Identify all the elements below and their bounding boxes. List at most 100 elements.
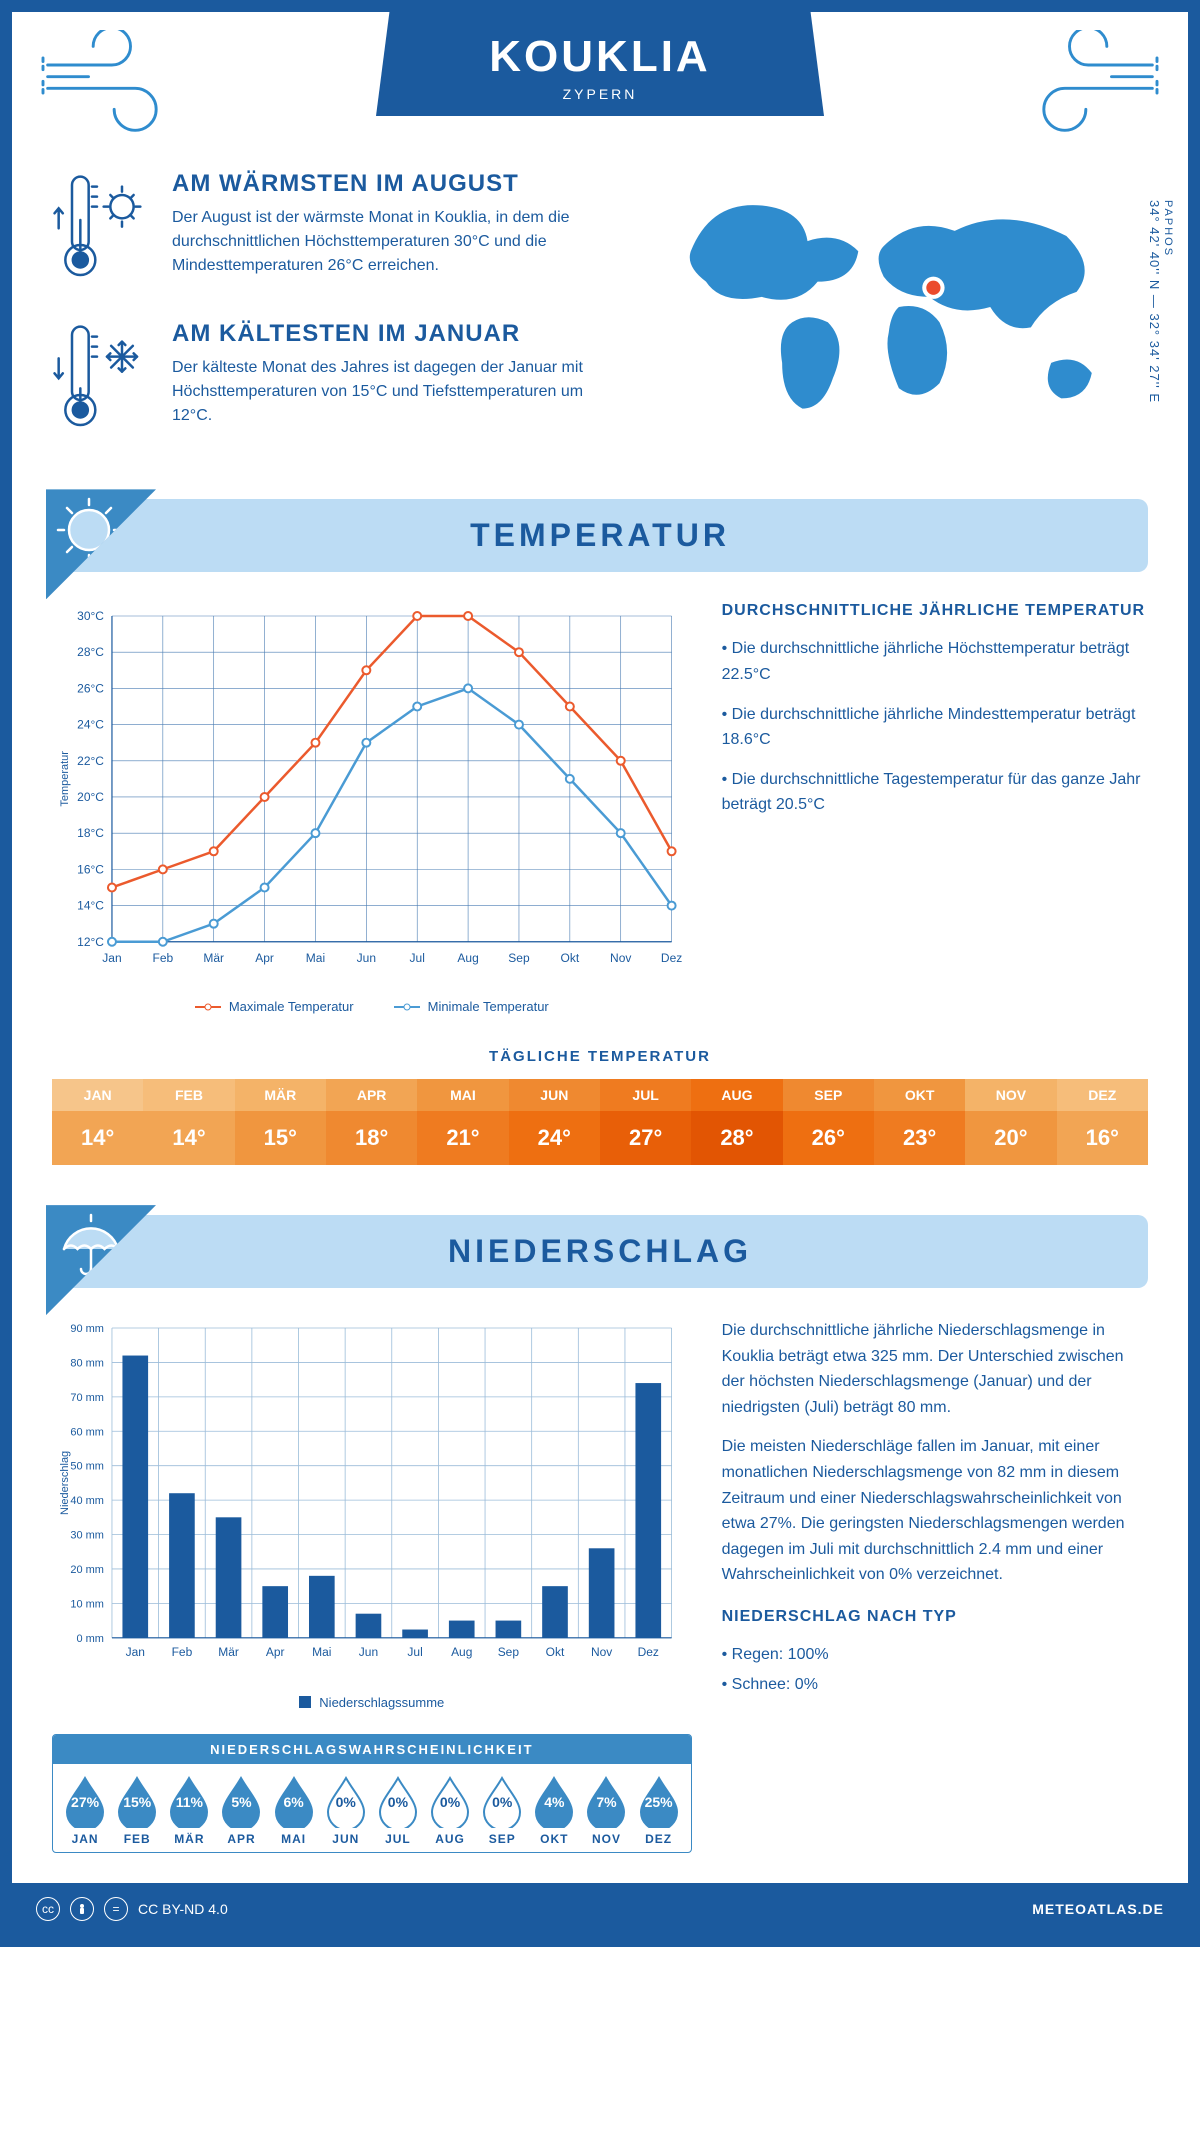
prob-drop: 0%JUN [320,1774,372,1846]
legend-max: Maximale Temperatur [195,999,354,1014]
warm-title: AM WÄRMSTEN IM AUGUST [172,170,610,198]
svg-text:Jan: Jan [102,951,121,965]
coords-value: 34° 42' 40'' N — 32° 34' 27'' E [1147,200,1162,403]
svg-text:50 mm: 50 mm [70,1461,104,1473]
avg-day-temp: • Die durchschnittliche Tagestemperatur … [722,767,1148,818]
svg-text:Aug: Aug [451,1645,472,1659]
precip-section-head: NIEDERSCHLAG [52,1215,1148,1288]
precip-para2: Die meisten Niederschläge fallen im Janu… [722,1434,1148,1588]
month-cell: FEB14° [143,1079,234,1165]
daily-temp-title: TÄGLICHE TEMPERATUR [52,1048,1148,1065]
warm-text: Der August ist der wärmste Monat in Kouk… [172,206,610,278]
world-map [640,170,1148,459]
svg-text:Nov: Nov [591,1645,612,1659]
precip-rain-pct: • Regen: 100% [722,1642,1148,1668]
avg-temp-title: DURCHSCHNITTLICHE JÄHRLICHE TEMPERATUR [722,602,1148,620]
svg-text:24°C: 24°C [77,718,104,732]
warm-block: AM WÄRMSTEN IM AUGUST Der August ist der… [52,170,610,292]
month-cell: APR18° [326,1079,417,1165]
svg-text:Okt: Okt [546,1645,565,1659]
region-label: PAPHOS [1162,200,1174,393]
avg-max-temp: • Die durchschnittliche jährliche Höchst… [722,636,1148,687]
svg-text:30°C: 30°C [77,609,104,623]
svg-text:18°C: 18°C [77,826,104,840]
precip-row: 0 mm10 mm20 mm30 mm40 mm50 mm60 mm70 mm8… [52,1318,1148,1853]
svg-text:Dez: Dez [661,951,682,965]
content: AM WÄRMSTEN IM AUGUST Der August ist der… [12,140,1188,1883]
title-banner: KOUKLIA ZYPERN [376,12,824,116]
nd-icon: = [104,1897,128,1921]
precip-legend: Niederschlagssumme [52,1695,692,1710]
prob-drop: 0%AUG [424,1774,476,1846]
prob-drop: 0%SEP [476,1774,528,1846]
temp-legend: Maximale Temperatur Minimale Temperatur [52,999,692,1014]
svg-text:Jun: Jun [359,1645,378,1659]
precip-title: NIEDERSCHLAG [52,1233,1148,1270]
svg-text:60 mm: 60 mm [70,1426,104,1438]
month-cell: MÄR15° [235,1079,326,1165]
site-name: METEOATLAS.DE [1032,1901,1164,1917]
footer: cc = CC BY-ND 4.0 METEOATLAS.DE [12,1883,1188,1935]
temperature-side-text: DURCHSCHNITTLICHE JÄHRLICHE TEMPERATUR •… [722,602,1148,1014]
month-cell: JUL27° [600,1079,691,1165]
svg-text:Dez: Dez [638,1645,659,1659]
month-cell: NOV20° [965,1079,1056,1165]
svg-text:Niederschlag: Niederschlag [59,1451,71,1515]
svg-text:28°C: 28°C [77,645,104,659]
svg-text:80 mm: 80 mm [70,1357,104,1369]
svg-text:26°C: 26°C [77,682,104,696]
svg-text:20 mm: 20 mm [70,1564,104,1576]
svg-text:Okt: Okt [561,951,580,965]
svg-text:Mär: Mär [218,1645,239,1659]
country-name: ZYPERN [376,86,824,102]
svg-text:Feb: Feb [172,1645,193,1659]
prob-drop: 15%FEB [111,1774,163,1846]
prob-drop: 4%OKT [528,1774,580,1846]
legend-min: Minimale Temperatur [394,999,549,1014]
coordinates: PAPHOS 34° 42' 40'' N — 32° 34' 27'' E [1147,200,1174,403]
svg-text:Sep: Sep [508,951,530,965]
prob-drop: 6%MAI [268,1774,320,1846]
svg-text:Mär: Mär [203,951,224,965]
prob-drop: 0%JUL [372,1774,424,1846]
month-cell: AUG28° [691,1079,782,1165]
thermometer-sun-icon [52,170,152,292]
prob-drop: 27%JAN [59,1774,111,1846]
precip-para1: Die durchschnittliche jährliche Niedersc… [722,1318,1148,1420]
svg-text:Temperatur: Temperatur [59,751,71,807]
svg-text:16°C: 16°C [77,863,104,877]
temperature-section-head: TEMPERATUR [52,499,1148,572]
month-cell: JAN14° [52,1079,143,1165]
svg-text:Nov: Nov [610,951,631,965]
avg-min-temp: • Die durchschnittliche jährliche Mindes… [722,702,1148,753]
temperature-row: 12°C14°C16°C18°C20°C22°C24°C26°C28°C30°C… [52,602,1148,1014]
daily-temp-strip: JAN14°FEB14°MÄR15°APR18°MAI21°JUN24°JUL2… [52,1079,1148,1165]
precip-type-title: NIEDERSCHLAG NACH TYP [722,1608,1148,1626]
temperature-title: TEMPERATUR [52,517,1148,554]
svg-text:Apr: Apr [266,1645,285,1659]
svg-text:20°C: 20°C [77,790,104,804]
legend-max-label: Maximale Temperatur [229,999,354,1014]
by-icon [70,1897,94,1921]
license-block: cc = CC BY-ND 4.0 [36,1897,228,1921]
svg-text:70 mm: 70 mm [70,1392,104,1404]
prob-drop: 5%APR [215,1774,267,1846]
precip-side-text: Die durchschnittliche jährliche Niedersc… [722,1318,1148,1853]
svg-text:40 mm: 40 mm [70,1495,104,1507]
header-row: KOUKLIA ZYPERN [12,12,1188,140]
city-name: KOUKLIA [376,32,824,82]
prob-drop: 11%MÄR [163,1774,215,1846]
prob-drop: 25%DEZ [633,1774,685,1846]
svg-text:Aug: Aug [457,951,478,965]
svg-text:Mai: Mai [312,1645,331,1659]
svg-text:30 mm: 30 mm [70,1530,104,1542]
month-cell: DEZ16° [1057,1079,1148,1165]
svg-text:Sep: Sep [498,1645,520,1659]
precip-prob-title: NIEDERSCHLAGSWAHRSCHEINLICHKEIT [53,1735,691,1764]
svg-text:Jun: Jun [357,951,376,965]
svg-text:Jan: Jan [126,1645,145,1659]
license-text: CC BY-ND 4.0 [138,1901,228,1917]
svg-text:0 mm: 0 mm [76,1633,103,1645]
thermometer-snow-icon [52,320,152,442]
svg-text:12°C: 12°C [77,935,104,949]
